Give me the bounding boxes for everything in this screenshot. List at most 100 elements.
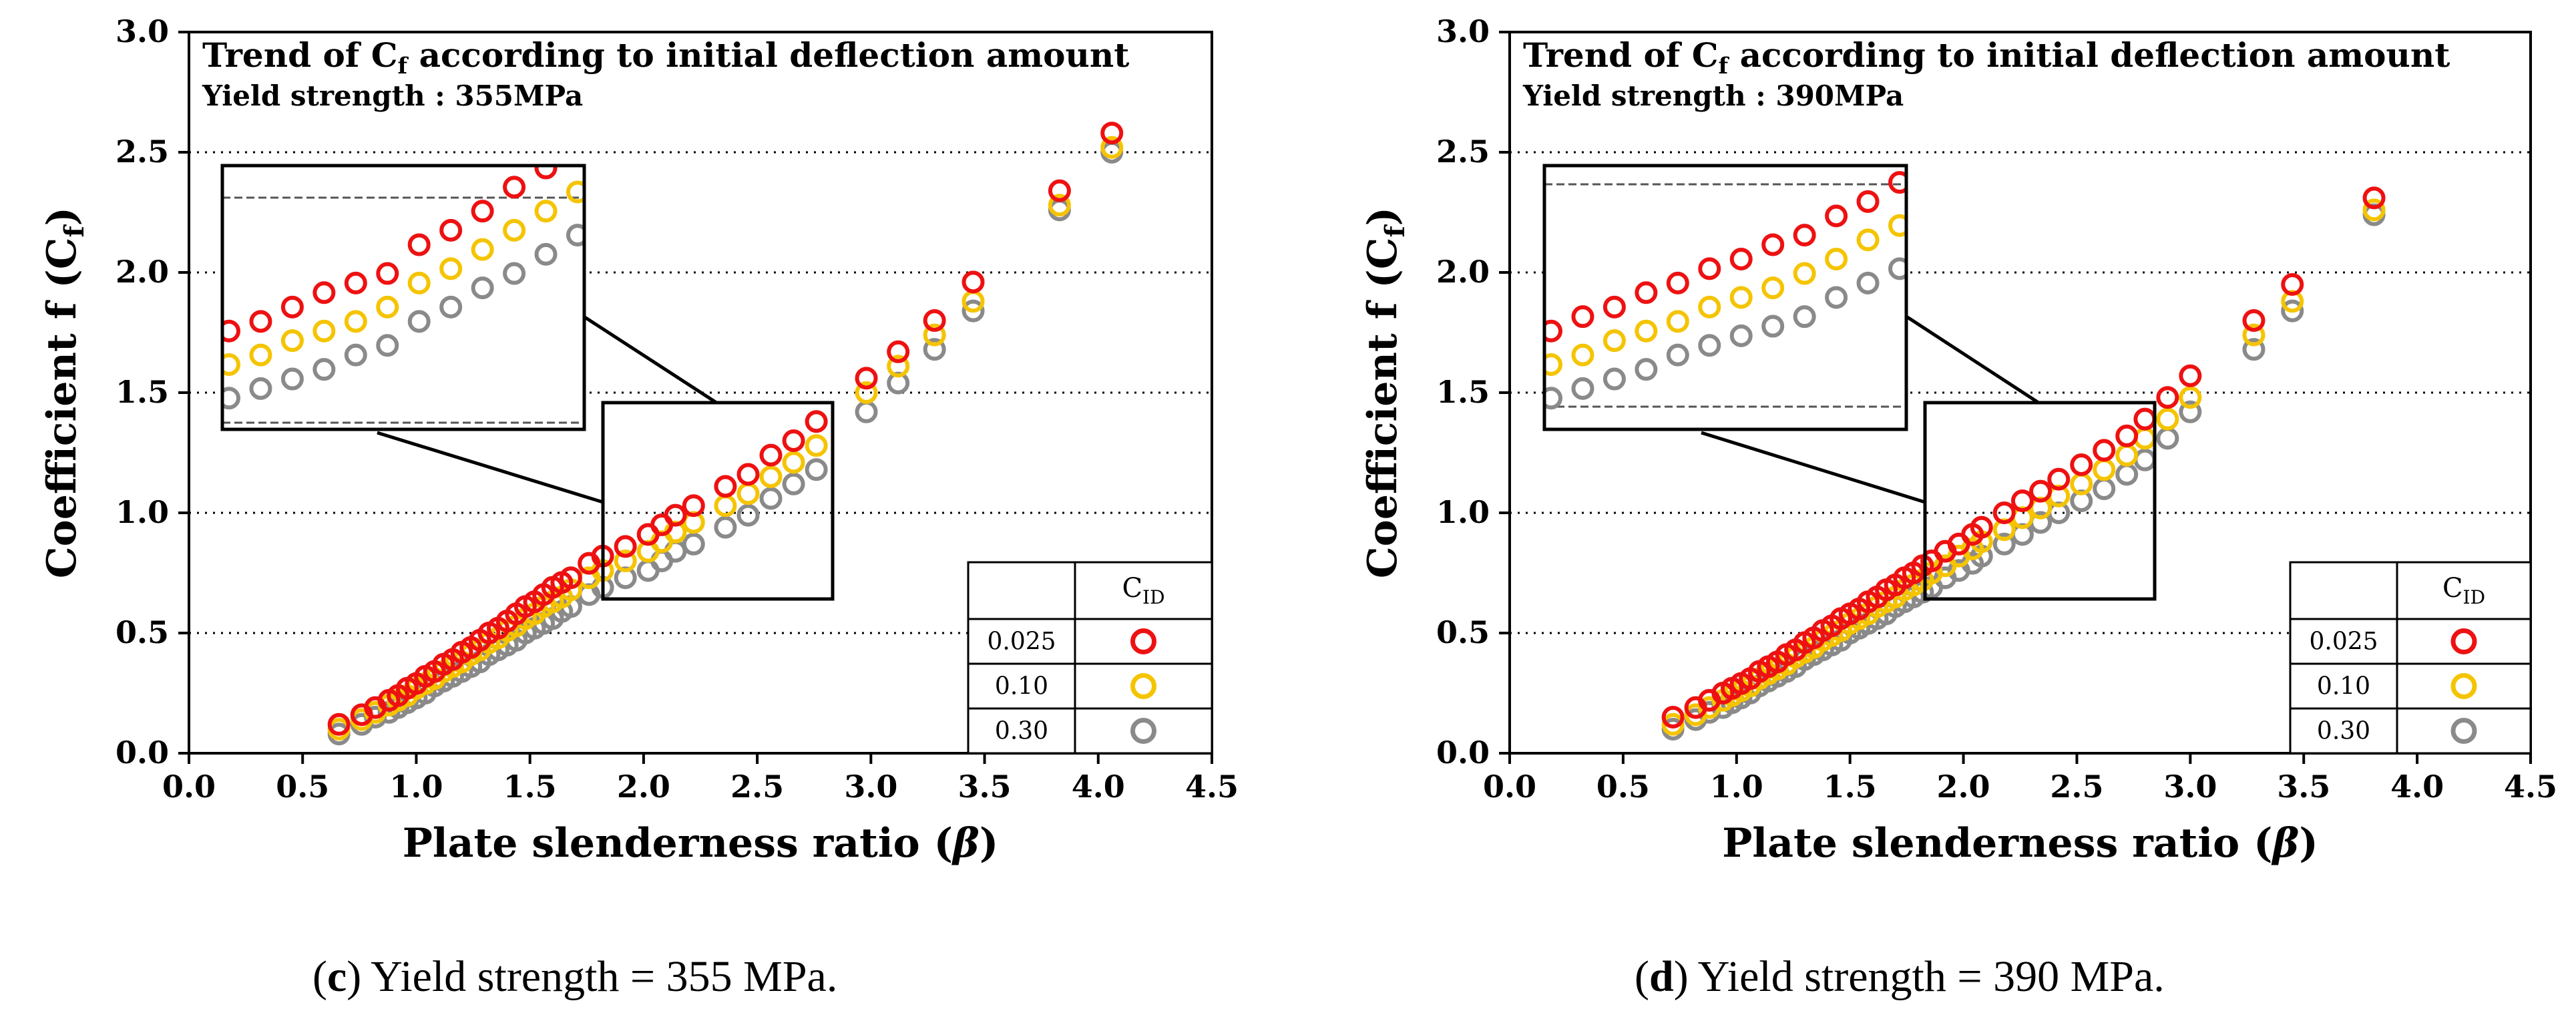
legend-marker-0025 [1130, 628, 1156, 654]
point-cid-0025 [1661, 706, 1685, 729]
inset-point-cid-0025 [1856, 190, 1880, 213]
point-cid-010 [805, 434, 828, 457]
y-axis-label-subscript: f [59, 224, 90, 238]
point-cid-0025 [736, 463, 760, 486]
inset-point-cid-0025 [376, 262, 399, 285]
legend-header-subscript: ID [1142, 586, 1165, 608]
point-cid-0025 [2010, 489, 2034, 512]
inset-point-cid-010 [1729, 286, 1753, 309]
legend-markers [1130, 628, 1156, 744]
y-axis-label: Coefficient f (Cf) [1359, 207, 1411, 578]
inset-points [222, 166, 584, 410]
legend-grid-lines [2290, 562, 2531, 753]
point-cid-0025 [1992, 501, 2016, 524]
point-cid-010 [714, 494, 737, 518]
inset-point-cid-0025 [1793, 224, 1816, 247]
caption-c-label: c [327, 952, 347, 1001]
point-cid-030 [2156, 427, 2179, 450]
inset-point-cid-030 [1825, 286, 1848, 309]
inset-point-cid-010 [1544, 353, 1562, 376]
point-cid-0025 [2179, 364, 2202, 387]
inset-point-cid-010 [1825, 248, 1848, 270]
point-cid-010 [1048, 194, 1071, 217]
point-cid-0025 [855, 367, 878, 390]
legend-markers [2450, 628, 2477, 744]
inset-point-cid-010 [1888, 214, 1906, 237]
zoom-box [1923, 401, 2157, 601]
point-cid-0025 [1970, 516, 1993, 539]
x-axis-label-text: Plate slenderness ratio ( [1722, 820, 2272, 867]
legend: CID 0.025 0.10 0.30 [967, 561, 1213, 755]
inset-point-cid-030 [1635, 358, 1658, 381]
inset-point-cid-010 [534, 200, 558, 223]
point-cid-010 [2115, 443, 2139, 467]
inset-point-cid-030 [1571, 377, 1594, 400]
point-cid-010 [759, 465, 783, 488]
zoom-connector [563, 302, 718, 405]
data-points [1661, 186, 2386, 741]
x-axis-label: Plate slenderness ratio (β) [403, 820, 998, 867]
inset-point-cid-010 [344, 310, 367, 333]
inset-points [1544, 171, 1906, 410]
inset-point-cid-030 [503, 262, 526, 285]
legend-header-text: C [1122, 573, 1142, 604]
point-cid-030 [2179, 400, 2202, 423]
inset-point-cid-0025 [222, 319, 240, 343]
caption-c-text: ) Yield strength = 355 MPa. [347, 952, 838, 1001]
x-tick-label: 2.5 [2050, 769, 2103, 805]
title-suffix: according to initial deflection amount [1728, 35, 2450, 75]
x-tick-label: 2.0 [617, 769, 670, 805]
point-cid-030 [923, 338, 946, 361]
legend-label-010: 0.10 [2317, 673, 2370, 700]
chart-title: Trend of Cf according to initial deflect… [202, 35, 1129, 79]
point-cid-010 [2179, 386, 2202, 409]
x-tick-label: 3.0 [844, 769, 897, 805]
zoom-connector [1701, 431, 1926, 504]
point-cid-030 [2281, 299, 2304, 323]
x-tick-label: 0.0 [1483, 769, 1536, 805]
x-tick-label: 2.5 [730, 769, 784, 805]
legend: CID 0.025 0.10 0.30 [2289, 561, 2532, 755]
legend-marker-030 [1130, 718, 1156, 744]
point-cid-0025 [887, 340, 910, 363]
y-tick-label: 0.0 [116, 735, 169, 771]
inset-point-cid-030 [1888, 257, 1906, 280]
inset-point-cid-030 [1856, 271, 1880, 294]
zoom-box [601, 401, 835, 601]
point-cid-010 [2156, 407, 2179, 431]
point-cid-0025 [2093, 439, 2116, 462]
x-tick-label: 1.5 [1823, 769, 1877, 805]
y-tick-label: 1.5 [116, 374, 169, 410]
legend-label-0025: 0.025 [2309, 628, 2378, 656]
inset-frame [1542, 164, 1908, 431]
title-suffix: according to initial deflection amount [407, 35, 1129, 75]
legend-box [2289, 561, 2532, 755]
y-tick-label: 2.0 [116, 254, 169, 290]
y-tick-label: 1.0 [116, 494, 169, 530]
point-cid-0025 [1048, 179, 1071, 202]
y-tick-label: 2.5 [1436, 134, 1490, 170]
y-tick-label: 0.5 [1436, 614, 1490, 650]
inset-point-cid-010 [1666, 310, 1689, 333]
legend-marker-0025 [2450, 628, 2477, 654]
zoom-inset [220, 164, 835, 601]
point-cid-0025 [664, 503, 687, 527]
point-cid-030 [782, 472, 805, 495]
inset-point-cid-030 [1698, 334, 1721, 357]
inset-point-cid-010 [1761, 276, 1785, 300]
x-axis-label-close: ) [2299, 820, 2318, 867]
title-prefix: Trend of C [1523, 35, 1719, 75]
inset-point-cid-010 [439, 257, 463, 280]
inset-point-cid-030 [1602, 367, 1626, 391]
legend-label-030: 0.30 [2317, 718, 2370, 745]
inset-point-cid-010 [249, 343, 272, 367]
x-tick-label: 1.0 [389, 769, 443, 805]
inset-point-cid-010 [312, 319, 336, 343]
point-cid-0025 [682, 494, 705, 518]
axis-ticks: 0.0 0.5 1.0 1.5 2.0 2.5 3.0 3.5 4.0 4.5 0.0 0.5 1.0 1… [116, 13, 1239, 805]
point-cid-010 [614, 550, 637, 572]
x-tick-label: 1.5 [503, 769, 557, 805]
chart-subtitle: Yield strength : 390MPa [1522, 79, 1904, 112]
point-cid-0025 [2362, 186, 2386, 210]
